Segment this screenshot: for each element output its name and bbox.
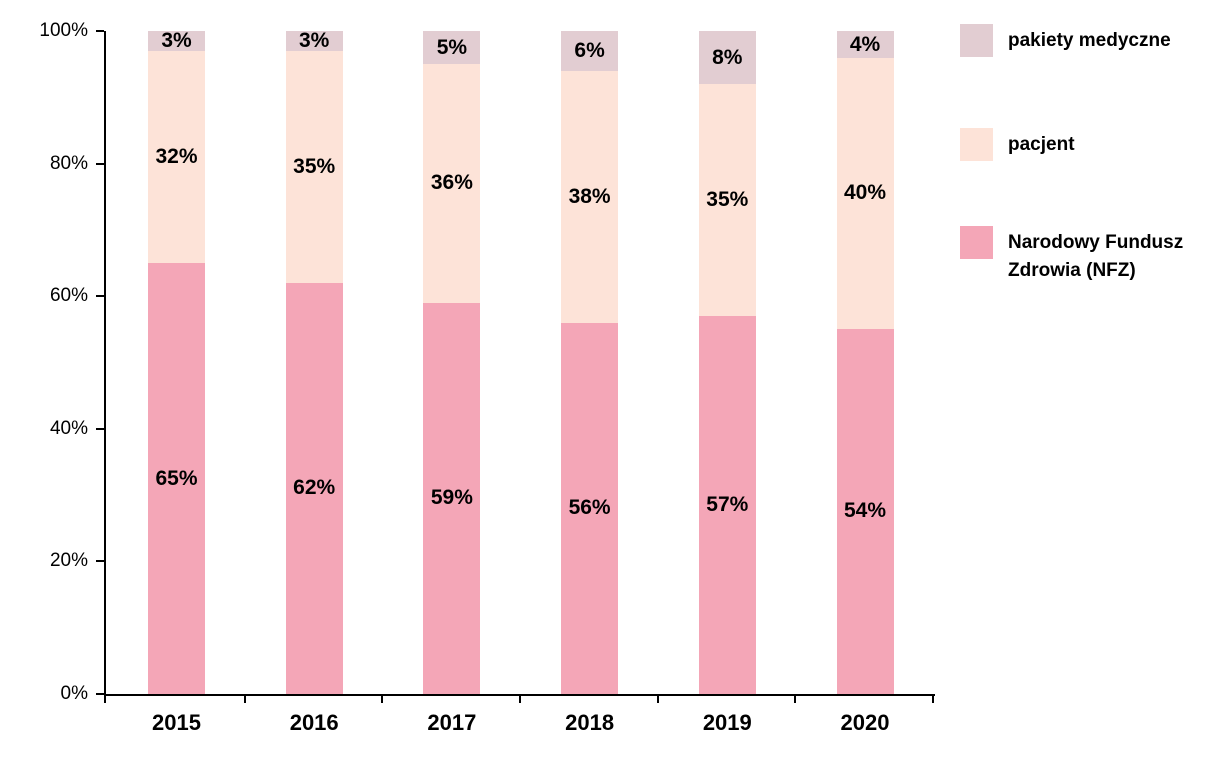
x-axis-label-2016: 2016 [289, 710, 339, 735]
segment-value-label: 8% [712, 45, 743, 69]
legend-item: pacjent [960, 128, 1193, 161]
x-tick [794, 694, 797, 703]
bar-segment-2015 [148, 31, 205, 51]
segment-value-label: 56% [568, 496, 611, 520]
y-tick-label: 40% [49, 417, 88, 439]
segment-value-label: 3% [299, 28, 330, 52]
legend-label: pacjent [1008, 134, 1075, 155]
x-tick [243, 694, 246, 703]
segment-value-label: 57% [706, 493, 749, 517]
legend-label: pakiety medyczne [1008, 30, 1171, 51]
bar-segment-2016 [285, 282, 343, 694]
y-tick [96, 30, 104, 32]
y-tick [96, 162, 104, 165]
x-tick [932, 694, 934, 703]
y-tick [96, 560, 104, 563]
bar-segment-2019 [698, 31, 756, 85]
legend-label: Narodowy Fundusz Zdrowia (NFZ) [1008, 232, 1184, 281]
bar-segment-2018 [561, 322, 619, 694]
legend-swatch [960, 24, 993, 57]
bar-segment-2019 [698, 316, 756, 694]
x-axis-label-2015: 2015 [152, 710, 201, 735]
x-axis-label-2019: 2019 [702, 710, 752, 735]
segment-value-label: 36% [430, 171, 473, 195]
y-axis-line [104, 31, 106, 703]
y-tick [96, 295, 104, 298]
y-tick-label: 20% [49, 550, 88, 572]
segment-value-label: 6% [574, 38, 605, 62]
bar-segment-2015 [148, 263, 205, 694]
bar-segment-2017 [423, 64, 481, 303]
legend-swatch [960, 128, 993, 161]
y-tick-label: 100% [39, 20, 88, 41]
y-tick-label: 60% [49, 285, 88, 307]
segment-value-label: 4% [849, 32, 881, 56]
legend-swatch [960, 226, 993, 259]
segment-value-label: 62% [293, 476, 336, 500]
segment-value-label: 54% [843, 499, 887, 523]
segment-value-label: 65% [155, 466, 198, 490]
bar-segment-2019 [698, 84, 756, 317]
x-axis-label-2017: 2017 [427, 710, 477, 735]
bar-segment-2020 [836, 31, 894, 59]
legend-item: Narodowy Fundusz Zdrowia (NFZ) [960, 226, 1193, 285]
bar-segment-2020 [836, 328, 894, 694]
segment-value-label: 32% [155, 144, 198, 168]
x-axis-label-2018: 2018 [565, 710, 615, 735]
segment-value-label: 5% [436, 35, 468, 59]
bar-segment-2017 [423, 302, 481, 694]
bar-segment-2015 [148, 50, 205, 264]
segment-value-label: 3% [161, 28, 192, 52]
bar-segment-2020 [836, 58, 894, 329]
y-tick-label: 80% [49, 152, 88, 174]
bar-segment-2016 [285, 31, 343, 51]
bar-segment-2016 [285, 50, 343, 283]
legend-item: pakiety medyczne [960, 24, 1193, 57]
x-tick [656, 694, 659, 703]
y-tick [96, 427, 104, 430]
x-tick [519, 694, 521, 703]
y-tick-label: 0% [60, 683, 88, 704]
x-tick [381, 694, 384, 703]
bar-segment-2018 [561, 31, 619, 71]
segment-value-label: 59% [430, 486, 473, 510]
segment-value-label: 35% [706, 188, 749, 212]
segment-value-label: 38% [568, 184, 611, 208]
x-axis-label-2020: 2020 [840, 710, 890, 735]
y-tick [96, 693, 104, 695]
bar-segment-2017 [423, 31, 481, 65]
bar-segment-2018 [561, 70, 619, 323]
segment-value-label: 40% [843, 181, 887, 205]
segment-value-label: 35% [293, 154, 336, 178]
